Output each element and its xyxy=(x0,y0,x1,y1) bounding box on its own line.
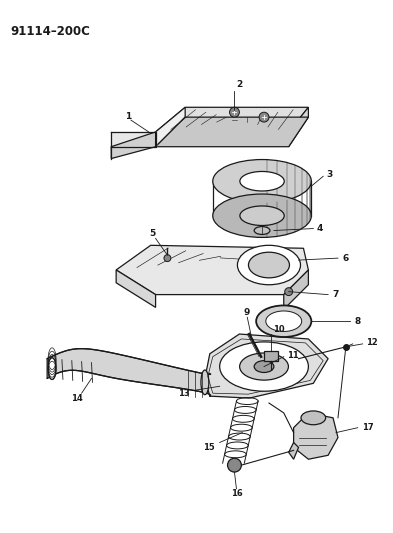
Ellipse shape xyxy=(220,342,309,391)
Circle shape xyxy=(228,458,241,472)
Ellipse shape xyxy=(240,206,284,225)
Text: 11: 11 xyxy=(287,351,298,360)
Ellipse shape xyxy=(48,358,56,379)
Text: 4: 4 xyxy=(316,224,323,233)
Polygon shape xyxy=(47,349,211,396)
Ellipse shape xyxy=(248,252,290,278)
Polygon shape xyxy=(205,334,328,398)
Circle shape xyxy=(259,112,269,122)
Polygon shape xyxy=(294,413,338,459)
Text: 1: 1 xyxy=(125,111,131,120)
Text: 10: 10 xyxy=(273,325,285,334)
Text: 9: 9 xyxy=(243,308,250,317)
Text: 6: 6 xyxy=(343,254,349,263)
Ellipse shape xyxy=(266,311,302,332)
Ellipse shape xyxy=(213,194,311,237)
Text: 15: 15 xyxy=(203,443,215,452)
Polygon shape xyxy=(156,117,309,147)
Text: 12: 12 xyxy=(365,338,377,348)
Ellipse shape xyxy=(213,159,311,203)
Text: 2: 2 xyxy=(237,80,242,89)
Ellipse shape xyxy=(256,305,311,337)
Text: 14: 14 xyxy=(71,393,83,402)
Text: 13: 13 xyxy=(178,389,190,398)
Ellipse shape xyxy=(301,411,326,425)
Text: 16: 16 xyxy=(231,489,242,498)
Text: 5: 5 xyxy=(149,229,156,238)
Text: 91114–200C: 91114–200C xyxy=(11,26,90,38)
Circle shape xyxy=(285,288,293,296)
Ellipse shape xyxy=(240,172,284,191)
Polygon shape xyxy=(156,107,309,132)
Polygon shape xyxy=(284,270,309,309)
FancyBboxPatch shape xyxy=(264,351,278,361)
Text: 7: 7 xyxy=(332,290,338,299)
Circle shape xyxy=(230,107,239,117)
Ellipse shape xyxy=(254,227,270,235)
Text: 17: 17 xyxy=(362,423,373,432)
Polygon shape xyxy=(289,107,309,147)
Ellipse shape xyxy=(240,353,288,380)
Ellipse shape xyxy=(237,245,301,285)
Ellipse shape xyxy=(201,370,209,394)
Polygon shape xyxy=(289,442,299,459)
Polygon shape xyxy=(156,107,185,147)
Polygon shape xyxy=(111,132,156,147)
Circle shape xyxy=(164,255,171,262)
Polygon shape xyxy=(111,132,156,158)
Ellipse shape xyxy=(254,361,274,373)
Polygon shape xyxy=(116,270,156,308)
Text: 3: 3 xyxy=(326,170,332,179)
Text: 8: 8 xyxy=(355,317,361,326)
Polygon shape xyxy=(116,245,309,295)
